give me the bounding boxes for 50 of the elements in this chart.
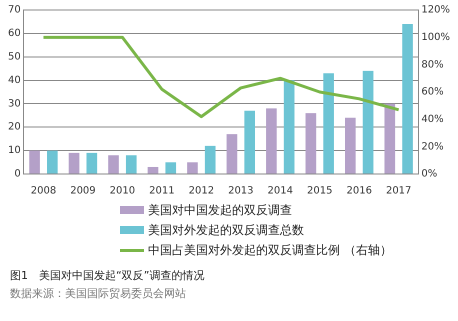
y-tick-label: 0 xyxy=(14,168,21,180)
x-tick-label: 2016 xyxy=(346,186,372,197)
bar xyxy=(148,166,158,174)
legend-label: 美国对外发起的双反调查总数 xyxy=(148,222,304,238)
legend-label: 美国对中国发起的双反调查 xyxy=(148,202,292,218)
y2-tick-label: 100% xyxy=(421,32,450,43)
x-tick-label: 2010 xyxy=(110,186,136,197)
bar xyxy=(204,146,216,174)
x-tick-label: 2012 xyxy=(188,186,214,197)
bar xyxy=(108,155,119,174)
y-tick-label: 60 xyxy=(8,28,21,40)
bar xyxy=(126,155,137,174)
x-tick-label: 2011 xyxy=(149,186,175,197)
x-tick-label: 2009 xyxy=(70,186,96,197)
source-note: 数据来源：美国国际贸易委员会网站 xyxy=(10,286,187,302)
x-tick-label: 2015 xyxy=(307,186,332,197)
y2-tick-label: 80% xyxy=(421,59,444,70)
x-tick-label: 2008 xyxy=(30,186,56,197)
x-tick-label: 2017 xyxy=(386,186,412,197)
y2-tick-label: 120% xyxy=(421,4,450,16)
bar xyxy=(226,134,238,174)
bar xyxy=(165,162,176,174)
bar xyxy=(323,73,334,174)
y2-tick-label: 0% xyxy=(421,168,438,180)
bar xyxy=(402,24,413,174)
bar xyxy=(362,70,374,174)
y-tick-label: 20 xyxy=(8,122,21,133)
y-tick-label: 30 xyxy=(8,98,21,110)
bar xyxy=(29,150,40,174)
x-tick-label: 2013 xyxy=(228,186,254,197)
x-tick-label: 2014 xyxy=(268,186,293,197)
bar xyxy=(244,110,256,174)
bar xyxy=(187,162,198,174)
bar xyxy=(266,108,277,174)
bar xyxy=(86,152,98,174)
bar xyxy=(47,150,58,174)
bar xyxy=(384,104,396,174)
bar xyxy=(345,118,356,174)
y-tick-label: 10 xyxy=(8,145,21,156)
y2-tick-label: 20% xyxy=(421,141,444,152)
caption: 图1 美国对中国发起“双反”调查的情况 xyxy=(10,268,206,284)
bar xyxy=(68,152,80,174)
bar xyxy=(306,113,316,174)
y-tick-label: 50 xyxy=(8,51,21,62)
y2-tick-label: 60% xyxy=(421,86,444,98)
y-tick-label: 70 xyxy=(8,4,21,16)
y2-tick-label: 40% xyxy=(421,114,444,125)
legend-label: 中国占美国对外发起的双反调查比例 （右轴） xyxy=(148,242,392,258)
y-tick-label: 40 xyxy=(8,74,21,86)
bar xyxy=(284,80,294,174)
